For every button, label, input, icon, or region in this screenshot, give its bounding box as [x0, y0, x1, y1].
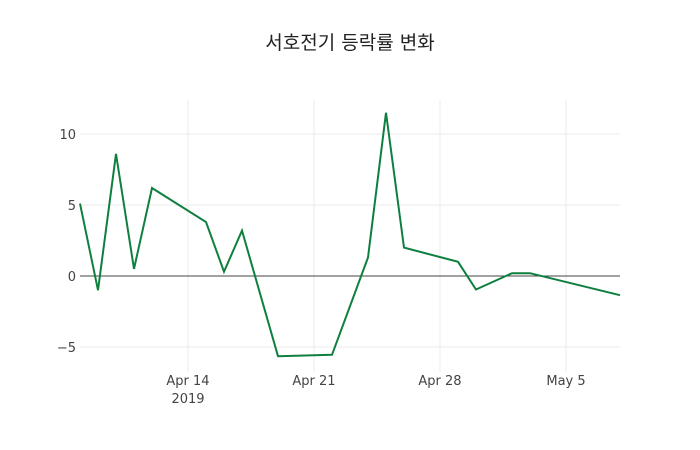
x-tick-label: May 5: [546, 374, 585, 389]
y-tick-label: −5: [57, 341, 76, 356]
y-axis-ticks: 10 5 0 −5: [57, 128, 76, 356]
y-tick-label: 10: [59, 128, 76, 143]
series-line: [79, 112, 621, 358]
x-tick-label: Apr 28: [418, 374, 461, 389]
chart-title: 서호전기 등락률 변화: [265, 32, 435, 54]
x-tick-label: Apr 21: [292, 374, 335, 389]
x-axis-ticks: Apr 14 2019 Apr 21 Apr 28 May 5: [166, 374, 585, 407]
y-tick-label: 5: [68, 199, 76, 214]
x-tick-year: 2019: [171, 392, 204, 407]
x-tick-label: Apr 14: [166, 374, 209, 389]
y-tick-label: 0: [68, 270, 76, 285]
data-series: [79, 112, 621, 358]
gridlines: [80, 100, 620, 372]
